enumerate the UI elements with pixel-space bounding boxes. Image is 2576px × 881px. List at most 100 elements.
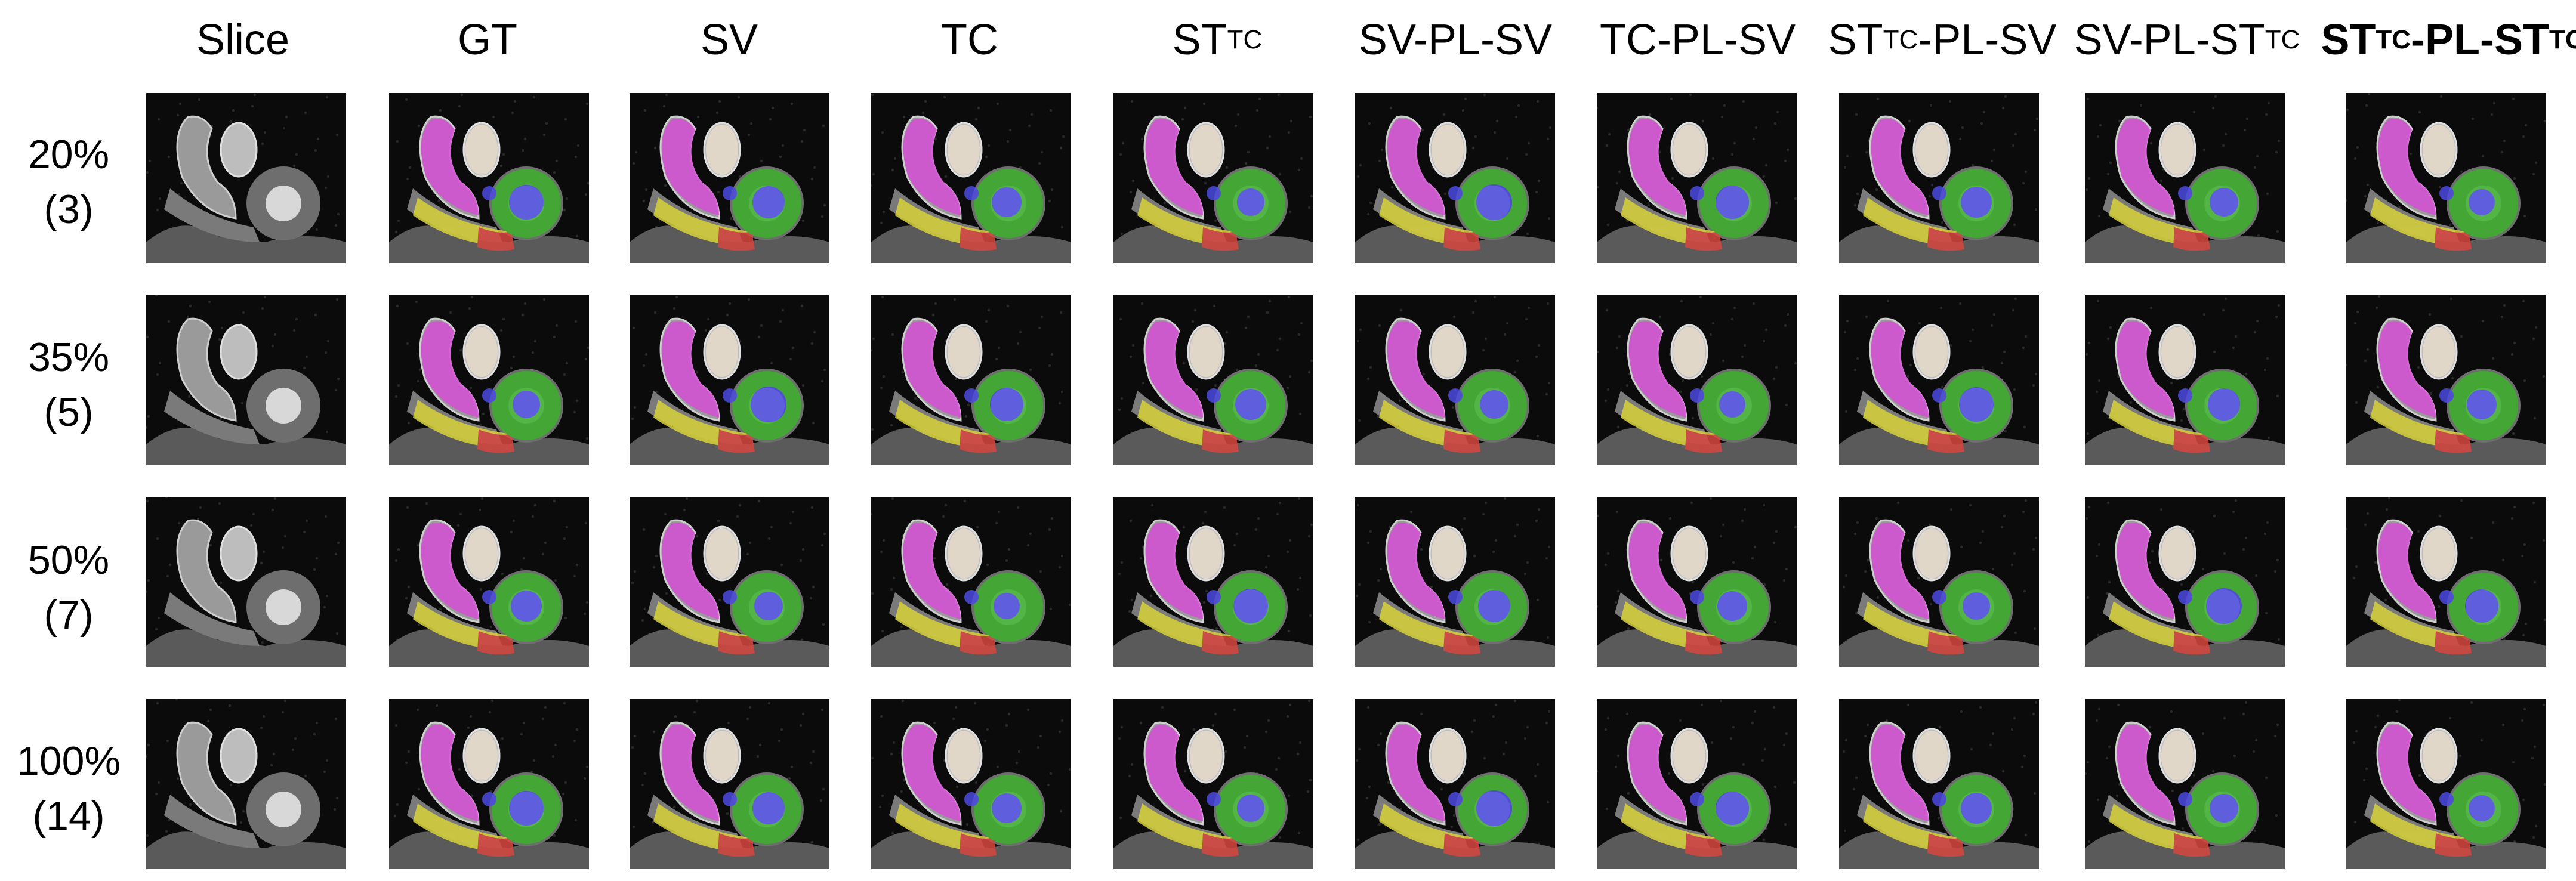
segment-blue — [754, 592, 783, 620]
segmentation-overlay — [2370, 321, 2518, 453]
segment-blue-small — [1448, 186, 1463, 200]
image-st-tc-pl-st-tc-50 — [2346, 497, 2546, 667]
header-text: SV-PL-ST — [2074, 16, 2265, 64]
header-text: SV-PL-SV — [1358, 16, 1553, 64]
segment-magenta — [1871, 321, 1929, 418]
segment-blue-small — [1932, 186, 1946, 200]
image-tc-pl-sv-20 — [1597, 93, 1797, 263]
segmentation-overlay — [653, 321, 801, 453]
segment-blue — [511, 591, 542, 622]
row-label-20: 20% (3) — [0, 127, 137, 237]
image-tc-pl-sv-35 — [1597, 295, 1797, 465]
segment-magenta — [1145, 523, 1203, 619]
segment-magenta — [421, 523, 479, 619]
segmentation-overlay — [2370, 119, 2518, 251]
row-label-35: 35% (5) — [0, 330, 137, 440]
segment-red — [1927, 631, 1964, 655]
segment-blue — [1959, 387, 1994, 422]
segment-magenta — [1871, 119, 1929, 215]
segment-red — [2173, 631, 2210, 655]
segment-blue — [1716, 186, 1749, 219]
segment-blue — [1961, 793, 1992, 824]
segmentation-overlay — [1863, 523, 2011, 655]
segment-red — [1202, 631, 1239, 655]
segmentation-overlay — [2109, 321, 2257, 453]
segment-blue-small — [1690, 388, 1704, 403]
segment-magenta — [1387, 321, 1445, 418]
segment-magenta — [421, 725, 479, 821]
segment-red — [1927, 833, 1964, 857]
segment-magenta — [1145, 321, 1203, 418]
image-sv-pl-sv-35 — [1355, 295, 1555, 465]
segment-blue — [509, 185, 544, 220]
segment-magenta — [1145, 119, 1203, 215]
column-header-sv-pl-st-tc: SV-PL-ST TC — [2074, 16, 2300, 64]
segmentation-overlay — [653, 523, 801, 655]
segment-magenta — [1387, 523, 1445, 619]
segment-blue — [513, 391, 540, 418]
segment-cream — [2161, 125, 2194, 175]
segmentation-overlay — [1137, 119, 1285, 251]
segment-magenta — [421, 321, 479, 418]
header-text: Slice — [196, 16, 290, 64]
segment-cream — [2423, 327, 2455, 377]
segment-cream — [1190, 125, 1222, 175]
segment-blue — [1478, 590, 1510, 622]
segment-red — [2435, 227, 2472, 251]
image-slice-100 — [146, 699, 346, 869]
segment-magenta — [661, 725, 719, 821]
segment-cream — [1432, 731, 1464, 781]
segment-cream — [1673, 125, 1705, 175]
segment-cream — [465, 731, 498, 781]
row-label-100: 100% (14) — [0, 734, 137, 843]
segment-blue-small — [1690, 590, 1704, 604]
segmentation-overlay — [2109, 725, 2257, 857]
image-st-tc-50 — [1113, 497, 1313, 667]
column-header-st-tc-pl-st-tc: ST TC -PL-ST TC — [2321, 16, 2576, 64]
segment-blue-small — [964, 590, 979, 604]
segment-blue-small — [2178, 590, 2192, 604]
segment-red — [1685, 833, 1722, 857]
segment-cream — [2161, 528, 2194, 579]
segment-cream — [948, 327, 980, 377]
column-header-sv-pl-sv: SV-PL-SV — [1354, 7, 1557, 73]
segment-blue-small — [1932, 590, 1946, 604]
segment-red — [477, 227, 514, 251]
segmentation-overlay — [413, 321, 561, 453]
segment-magenta — [903, 523, 961, 619]
segment-red — [960, 429, 997, 453]
segment-blue-small — [482, 186, 496, 200]
segment-cream — [2161, 731, 2194, 781]
segment-blue — [992, 187, 1022, 217]
segment-red — [477, 833, 514, 857]
segment-blue-small — [1448, 388, 1463, 403]
column-header-sv: SV — [628, 7, 831, 73]
image-st-tc-20 — [1113, 93, 1313, 263]
segment-cream — [1673, 528, 1705, 579]
segment-cream — [465, 528, 498, 579]
image-st-tc-pl-sv-20 — [1839, 93, 2039, 263]
image-sv-20 — [630, 93, 829, 263]
header-text: TC — [941, 16, 998, 64]
segment-red — [960, 227, 997, 251]
segment-magenta — [2378, 321, 2436, 418]
image-st-tc-pl-st-tc-20 — [2346, 93, 2546, 263]
segment-red — [718, 631, 755, 655]
segmentation-overlay — [895, 119, 1043, 251]
segmentation-overlay — [2370, 725, 2518, 857]
image-gt-20 — [389, 93, 589, 263]
segment-cream — [465, 327, 498, 377]
segment-red — [2173, 227, 2210, 251]
image-st-tc-pl-st-tc-100 — [2346, 699, 2546, 869]
segment-red — [1443, 631, 1480, 655]
image-st-tc-pl-st-tc-35 — [2346, 295, 2546, 465]
image-tc-20 — [871, 93, 1071, 263]
segment-blue — [1717, 591, 1747, 621]
segment-blue — [1233, 589, 1268, 623]
column-header-gt: GT — [386, 7, 589, 73]
image-slice-35 — [146, 295, 346, 465]
segment-blue-small — [2439, 186, 2454, 200]
segment-magenta — [1387, 119, 1445, 215]
segment-cream — [1673, 327, 1705, 377]
